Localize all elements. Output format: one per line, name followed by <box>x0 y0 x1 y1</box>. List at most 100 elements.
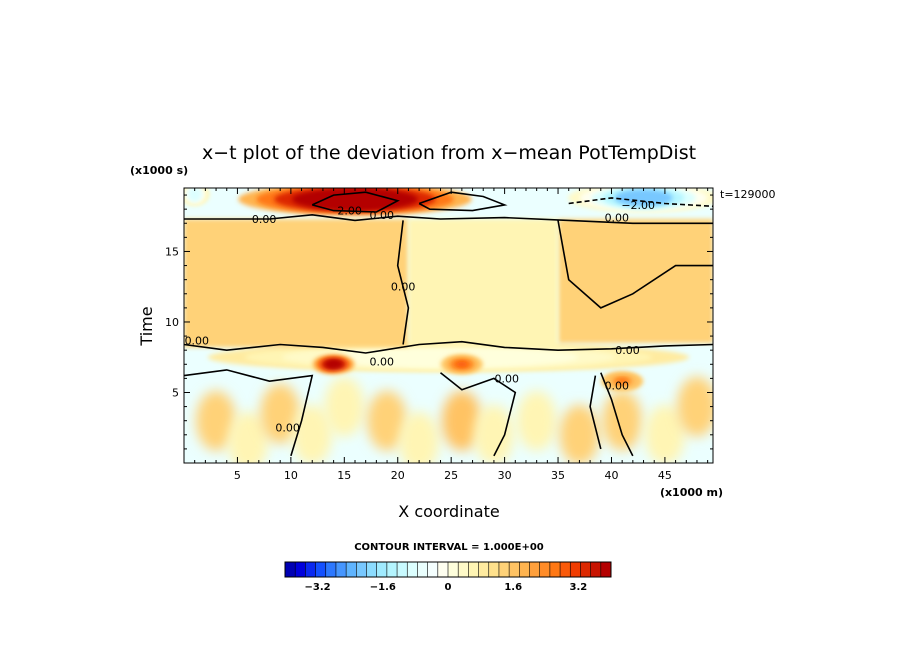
colorbar-cell <box>458 562 469 577</box>
field-patch <box>367 390 408 451</box>
colorbar-cell <box>549 562 561 577</box>
colorbar-cell <box>509 562 520 577</box>
colorbar-cell <box>417 562 428 577</box>
colorbar-cell <box>600 562 612 577</box>
colorbar-cell <box>437 562 449 577</box>
colorbar-cell <box>488 562 500 577</box>
field-patch <box>196 390 237 451</box>
minor-ticks <box>184 188 713 463</box>
x-tick-label: 30 <box>498 469 512 482</box>
colorbar-cell <box>498 562 510 577</box>
field-patch <box>399 411 440 463</box>
y-axis-unit: (x1000 s) <box>130 164 188 177</box>
y-tick-label: 15 <box>165 245 179 258</box>
contour-line <box>557 220 713 309</box>
contour-label: 0.00 <box>369 355 394 368</box>
colorbar-cell <box>346 562 357 577</box>
colorbar-cell <box>335 562 347 577</box>
colorbar-cell <box>305 562 316 577</box>
colorbar-tick-label: 0 <box>445 582 452 593</box>
contour-line <box>184 369 314 457</box>
contour-label: 0.00 <box>391 281 416 294</box>
y-tick-label: 10 <box>165 316 179 329</box>
contour-label: 0.00 <box>615 344 640 357</box>
field-region <box>408 219 559 348</box>
contour-line <box>184 213 713 225</box>
colorbar-cell <box>315 562 327 577</box>
colorbar-cell <box>478 562 490 577</box>
field-patch <box>602 390 643 451</box>
colorbar-tick-label: −3.2 <box>305 582 331 593</box>
contour-interval-text: CONTOUR INTERVAL = 1.000E+00 <box>354 542 544 553</box>
contour-line <box>568 197 713 208</box>
colorbar-cell <box>529 562 540 577</box>
contour-label: 0.00 <box>605 379 630 392</box>
contour-label: 0.00 <box>494 372 519 385</box>
colorbar-cell <box>590 562 602 577</box>
field-contours <box>184 191 713 457</box>
field-fills <box>184 188 713 463</box>
colorbar-cell <box>376 562 388 577</box>
contour-line <box>184 340 713 354</box>
y-axis-label: Time <box>137 306 156 346</box>
field-patch <box>228 411 269 463</box>
contour-label: 0.00 <box>185 334 210 347</box>
field-region <box>184 219 409 348</box>
contour-label: 0.00 <box>275 422 300 435</box>
colorbar-cell <box>519 562 530 577</box>
colorbar-cell <box>448 562 459 577</box>
x-tick-label: 40 <box>604 469 618 482</box>
colorbar-cell <box>427 562 439 577</box>
colorbar-cell <box>397 562 408 577</box>
field-spot-layer <box>616 378 628 384</box>
field-patch <box>473 404 514 463</box>
field-band-layer <box>189 188 201 201</box>
field-spot-layer <box>328 361 340 367</box>
field-patch <box>676 376 713 437</box>
colorbar-cell <box>539 562 551 577</box>
colorbar-cell <box>580 562 591 577</box>
colorbar-tick-label: 1.6 <box>504 582 522 593</box>
contour-line <box>396 220 410 345</box>
field-patch <box>441 390 482 451</box>
contour-line <box>600 372 634 457</box>
x-tick-label: 5 <box>234 469 241 482</box>
x-tick-label: 20 <box>391 469 405 482</box>
field-patch <box>644 404 685 463</box>
chart-title: x−t plot of the deviation from x−mean Po… <box>202 142 696 164</box>
x-tick-label: 45 <box>658 469 672 482</box>
contour-label: −2.00 <box>621 199 655 212</box>
plot-frame <box>183 187 714 464</box>
contour-label: 0.00 <box>252 213 277 226</box>
colorbar-cell <box>560 562 571 577</box>
y-axis-ticks: 5 10 15 <box>165 245 713 399</box>
contour-labels: 0.002.00 0.00−2.000.000.000.000.000.000.0… <box>185 199 655 435</box>
plot-field: 0.002.00 0.00−2.000.000.000.000.000.000.0… <box>184 188 713 463</box>
colorbar <box>284 561 612 578</box>
field-patch <box>559 404 600 463</box>
x-axis-unit: (x1000 m) <box>660 486 723 499</box>
contour-label: 0.00 <box>605 212 630 225</box>
colorbar-cell <box>570 562 581 577</box>
contour-label: 2.00 <box>337 205 362 218</box>
contour-line <box>311 191 400 213</box>
colorbar-cell <box>386 562 398 577</box>
colorbar-cell <box>295 562 306 577</box>
colorbar-tick-label: −1.6 <box>370 582 396 593</box>
colorbar-cell <box>468 562 479 577</box>
colorbar-ticks: −3.2 −1.6 0 1.6 3.2 <box>305 582 588 593</box>
field-patch <box>324 376 365 437</box>
field-region <box>558 219 713 344</box>
colorbar-cell <box>285 562 296 577</box>
x-tick-label: 15 <box>337 469 351 482</box>
field-spot-layer <box>456 361 468 367</box>
contour-label: 0.00 <box>369 209 394 222</box>
time-label: t=129000 <box>720 188 776 201</box>
colorbar-tick-label: 3.2 <box>570 582 588 593</box>
field-patch <box>260 383 301 444</box>
x-tick-label: 25 <box>444 469 458 482</box>
y-tick-label: 5 <box>172 386 179 399</box>
field-patch <box>516 390 557 451</box>
colorbar-cell <box>407 562 418 577</box>
